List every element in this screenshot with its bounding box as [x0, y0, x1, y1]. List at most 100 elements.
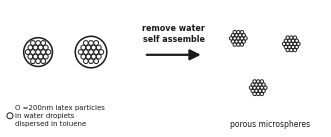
Circle shape	[244, 37, 247, 40]
Circle shape	[83, 59, 88, 64]
Circle shape	[293, 42, 297, 45]
Circle shape	[284, 45, 288, 49]
Circle shape	[253, 80, 256, 83]
Circle shape	[257, 80, 260, 83]
Circle shape	[233, 37, 236, 40]
Circle shape	[235, 34, 238, 37]
Circle shape	[258, 89, 262, 92]
Circle shape	[43, 45, 48, 50]
Circle shape	[89, 41, 93, 45]
Circle shape	[96, 54, 101, 59]
Circle shape	[290, 48, 293, 52]
Circle shape	[238, 40, 242, 43]
Circle shape	[260, 80, 263, 83]
Circle shape	[253, 86, 256, 89]
Circle shape	[258, 83, 262, 86]
Circle shape	[260, 86, 263, 89]
Circle shape	[25, 50, 30, 54]
Circle shape	[262, 83, 265, 86]
Circle shape	[295, 45, 298, 49]
Circle shape	[41, 59, 46, 64]
Circle shape	[24, 38, 52, 66]
Circle shape	[83, 50, 88, 54]
Circle shape	[83, 41, 88, 45]
Circle shape	[94, 50, 99, 54]
Circle shape	[237, 37, 240, 40]
Circle shape	[286, 42, 289, 45]
Circle shape	[30, 41, 35, 45]
Circle shape	[33, 54, 38, 59]
Circle shape	[255, 89, 258, 92]
Circle shape	[231, 34, 235, 37]
Circle shape	[33, 45, 38, 50]
Circle shape	[75, 36, 107, 68]
Circle shape	[240, 30, 244, 34]
Circle shape	[89, 59, 93, 64]
Circle shape	[229, 37, 233, 40]
Circle shape	[28, 54, 33, 59]
Circle shape	[249, 86, 253, 89]
Circle shape	[260, 92, 263, 96]
Circle shape	[262, 89, 265, 92]
Circle shape	[295, 39, 298, 42]
Circle shape	[286, 36, 289, 39]
Circle shape	[238, 34, 242, 37]
Circle shape	[233, 30, 236, 34]
Circle shape	[253, 92, 256, 96]
Circle shape	[240, 43, 244, 46]
Circle shape	[231, 40, 235, 43]
Circle shape	[91, 45, 96, 50]
Circle shape	[36, 59, 40, 64]
Text: porous microspheres: porous microspheres	[230, 120, 310, 129]
Circle shape	[38, 54, 43, 59]
Circle shape	[96, 45, 101, 50]
Circle shape	[28, 45, 33, 50]
Circle shape	[91, 54, 96, 59]
Circle shape	[251, 89, 255, 92]
Text: O =200nm latex particles
in water droplets
dispersed in toluene: O =200nm latex particles in water drople…	[15, 105, 105, 126]
Circle shape	[293, 48, 297, 52]
Circle shape	[43, 54, 48, 59]
Circle shape	[94, 41, 99, 45]
Circle shape	[46, 50, 51, 54]
Circle shape	[30, 59, 35, 64]
Circle shape	[297, 42, 300, 45]
Circle shape	[7, 113, 13, 119]
Circle shape	[240, 37, 244, 40]
Circle shape	[237, 43, 240, 46]
Circle shape	[242, 40, 245, 43]
Circle shape	[36, 50, 40, 54]
Text: remove water
self assemble: remove water self assemble	[142, 24, 205, 44]
Circle shape	[255, 83, 258, 86]
Circle shape	[237, 30, 240, 34]
Circle shape	[235, 40, 238, 43]
Circle shape	[78, 50, 83, 54]
Circle shape	[94, 59, 99, 64]
Circle shape	[282, 42, 286, 45]
Circle shape	[30, 50, 35, 54]
Circle shape	[290, 42, 293, 45]
Circle shape	[284, 39, 288, 42]
Circle shape	[286, 48, 289, 52]
Circle shape	[86, 45, 91, 50]
Circle shape	[288, 39, 291, 42]
Circle shape	[86, 54, 91, 59]
Circle shape	[41, 50, 46, 54]
Circle shape	[89, 50, 93, 54]
Circle shape	[264, 86, 267, 89]
Circle shape	[81, 45, 86, 50]
Circle shape	[288, 45, 291, 49]
Circle shape	[233, 43, 236, 46]
Circle shape	[291, 45, 295, 49]
Circle shape	[36, 41, 40, 45]
Circle shape	[99, 50, 104, 54]
Circle shape	[41, 41, 46, 45]
Circle shape	[81, 54, 86, 59]
Circle shape	[38, 45, 43, 50]
Circle shape	[257, 92, 260, 96]
Circle shape	[293, 36, 297, 39]
Circle shape	[251, 83, 255, 86]
Circle shape	[257, 86, 260, 89]
Circle shape	[290, 36, 293, 39]
Circle shape	[242, 34, 245, 37]
